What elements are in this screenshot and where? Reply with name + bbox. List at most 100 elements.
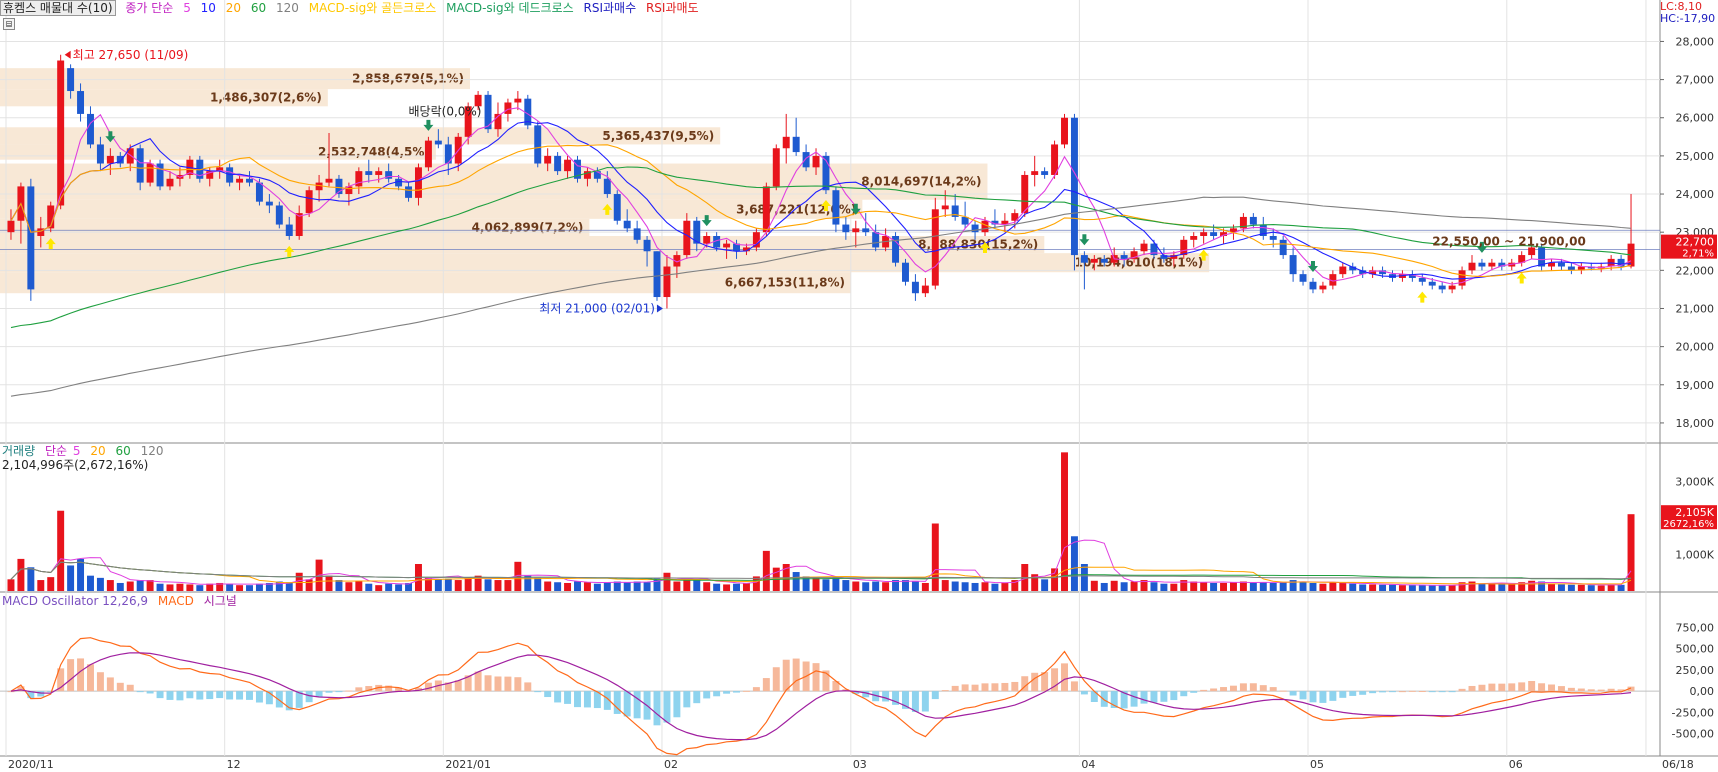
macd-oscillator-bar[interactable] [1279,690,1287,692]
macd-oscillator-bar[interactable] [832,680,840,692]
macd-oscillator-bar[interactable] [1041,672,1049,692]
candle-body[interactable] [464,106,472,137]
candle-body[interactable] [1041,171,1049,175]
macd-oscillator-bar[interactable] [1011,681,1019,692]
candle-body[interactable] [77,91,85,114]
volume-bar[interactable] [1418,585,1426,591]
volume-bar[interactable] [792,572,800,591]
volume-bar[interactable] [325,575,333,591]
macd-oscillator-bar[interactable] [1339,691,1347,698]
volume-bar[interactable] [176,583,184,591]
macd-oscillator-bar[interactable] [1210,688,1218,692]
volume-bars[interactable] [7,452,1635,591]
candle-body[interactable] [941,205,949,210]
volume-bar[interactable] [305,579,313,591]
candle-body[interactable] [37,228,45,236]
macd-oscillator-bar[interactable] [77,658,85,692]
volume-bar[interactable] [375,585,383,591]
candle-body[interactable] [1587,266,1595,269]
volume-bar[interactable] [206,583,214,591]
volume-bar[interactable] [275,581,283,591]
candle-body[interactable] [1259,224,1267,236]
candle-body[interactable] [1180,239,1188,256]
candle-body[interactable] [1617,258,1625,267]
candle-body[interactable] [1229,228,1237,233]
candle-body[interactable] [663,266,671,298]
macd-oscillator-bar[interactable] [1548,684,1555,692]
candle-body[interactable] [47,205,55,229]
candle-body[interactable] [1369,270,1377,275]
macd-oscillator-bar[interactable] [484,675,492,692]
candle-body[interactable] [385,171,393,179]
candle-body[interactable] [1319,285,1327,290]
macd-oscillator-bar[interactable] [613,691,621,714]
macd-oscillator-bar[interactable] [47,691,55,693]
candle-body[interactable] [762,186,770,233]
volume-bar[interactable] [623,582,631,591]
volume-bar[interactable] [37,580,45,591]
macd-oscillator-bar[interactable] [365,686,373,692]
candle-body[interactable] [524,98,532,126]
candle-body[interactable] [842,224,850,233]
volume-bar[interactable] [454,580,462,591]
volume-bar[interactable] [991,583,999,591]
macd-oscillator-bar[interactable] [395,687,403,692]
macd-oscillator-bar[interactable] [116,682,124,692]
macd-oscillator-bar[interactable] [1061,663,1068,692]
macd-oscillator-bar[interactable] [1389,691,1396,693]
volume-bar[interactable] [1428,585,1436,591]
candle-body[interactable] [951,205,959,217]
macd-oscillator-bar[interactable] [1448,691,1456,693]
volume-bar[interactable] [47,577,55,591]
volume-bar[interactable] [574,581,581,591]
candle-body[interactable] [1080,255,1088,263]
volume-bar[interactable] [862,582,870,591]
macd-panel[interactable] [0,637,1660,756]
candle-body[interactable] [832,190,840,225]
volume-bar[interactable] [1120,582,1128,591]
volume-bar[interactable] [1597,585,1605,591]
macd-oscillator-bar[interactable] [742,690,750,692]
volume-bar[interactable] [484,579,492,591]
macd-oscillator-bar[interactable] [504,676,512,692]
volume-bar[interactable] [1478,583,1486,591]
volume-bar[interactable] [1448,585,1456,591]
candle-body[interactable] [653,251,661,298]
volume-bar[interactable] [613,581,621,591]
volume-bar[interactable] [832,577,840,591]
volume-bar[interactable] [226,583,234,591]
candle-body[interactable] [772,148,780,187]
macd-oscillator-bar[interactable] [226,691,234,700]
volume-bar[interactable] [295,572,303,591]
candle-body[interactable] [1438,285,1446,290]
macd-oscillator-bar[interactable] [1349,691,1357,696]
volume-bar[interactable] [1349,583,1357,591]
candle-body[interactable] [27,186,35,290]
candle-body[interactable] [1090,258,1098,263]
candle-body[interactable] [1239,216,1247,229]
candle-body[interactable] [1359,270,1367,275]
macd-oscillator-bar[interactable] [7,691,15,693]
macd-oscillator-bar[interactable] [1597,689,1605,692]
volume-bar[interactable] [1190,581,1198,591]
macd-oscillator-bar[interactable] [892,691,900,705]
volume-bar[interactable] [812,577,820,591]
candle-body[interactable] [434,140,442,145]
macd-oscillator-bar[interactable] [355,687,363,692]
volume-bar[interactable] [166,584,174,591]
volume-bar[interactable] [1031,574,1039,591]
macd-oscillator-bar[interactable] [762,678,770,692]
volume-bar[interactable] [345,582,353,591]
volume-bar[interactable] [1220,582,1228,591]
candle-body[interactable] [1249,216,1257,225]
volume-bar[interactable] [146,580,154,591]
candle-body[interactable] [1528,247,1536,256]
macd-oscillator-bar[interactable] [902,691,909,709]
candle-body[interactable] [921,285,929,294]
candle-body[interactable] [1100,258,1108,263]
candle-body[interactable] [7,220,15,233]
candle-body[interactable] [1627,243,1635,267]
macd-oscillator-bar[interactable] [574,691,581,708]
macd-oscillator-bar[interactable] [1458,688,1466,692]
macd-oscillator-bar[interactable] [723,691,731,694]
